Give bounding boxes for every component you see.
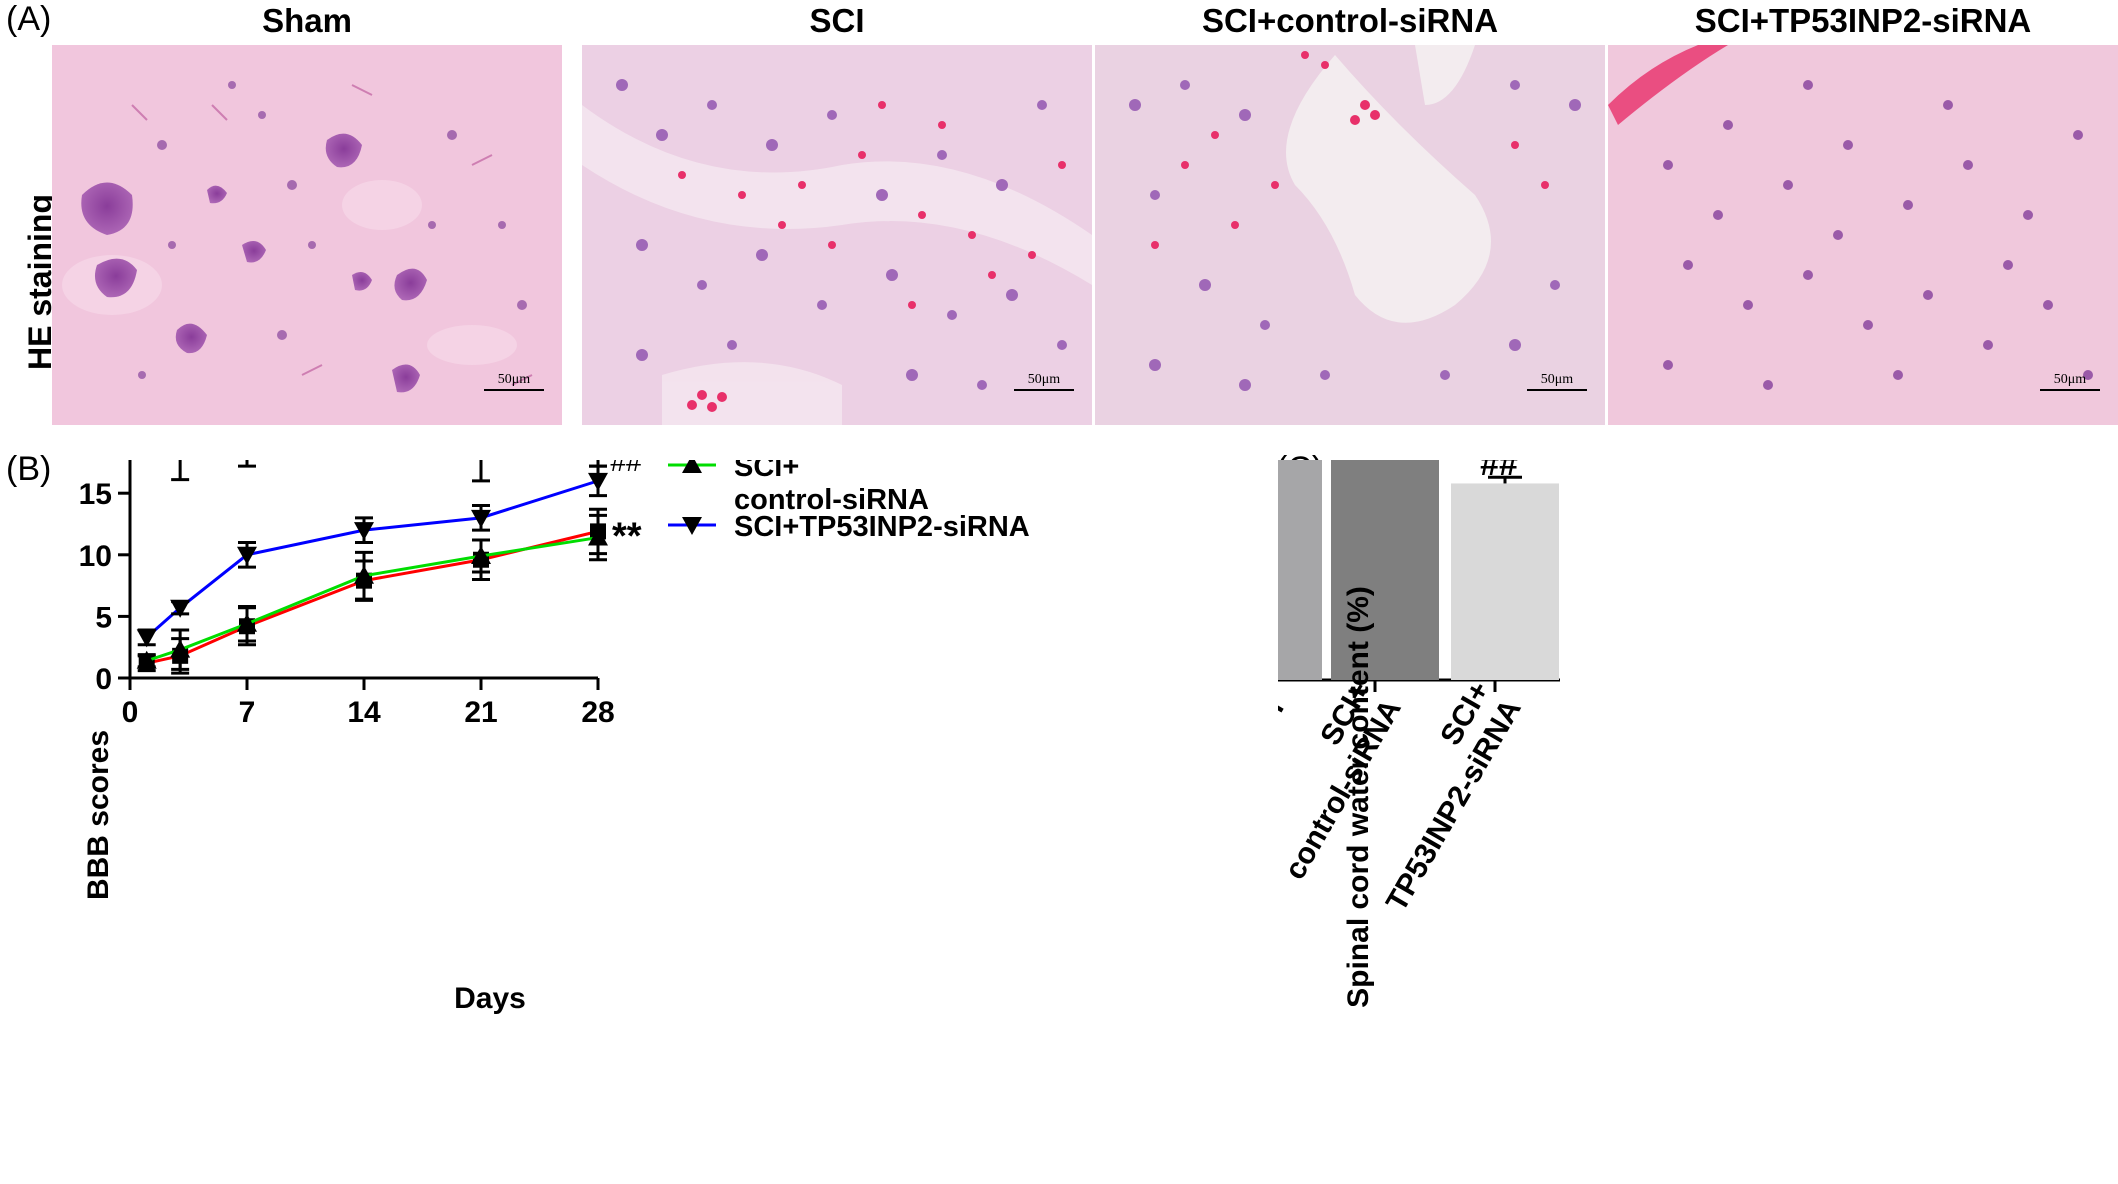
c-bar-3 xyxy=(1451,483,1559,680)
b-point xyxy=(471,509,491,528)
b-point xyxy=(136,629,157,648)
column-title-control: SCI+control-siRNA xyxy=(1201,2,1499,39)
micrograph-control: 50μm xyxy=(1095,45,1605,425)
b-legend-marker-2 xyxy=(682,460,702,473)
c-y-axis-label: Spinal cord water content (%) xyxy=(1342,586,1375,1008)
scale-label-tp53: 50μm xyxy=(2054,372,2087,387)
bbb-line-chart: 051015202507142128 ShamSCISCI+control-si… xyxy=(79,460,1030,1015)
column-title-sham: Sham xyxy=(262,2,352,39)
b-legend-label-2: control-siRNA xyxy=(734,484,929,516)
water-content-bar-chart: 020406080100ShamSCISCI+control-siRNASCI+… xyxy=(1278,460,1560,1008)
b-annotation-star: ** xyxy=(612,516,642,558)
b-x-tick-label: 21 xyxy=(464,696,497,729)
b-annotation-hash: ## xyxy=(610,460,642,477)
panel-a-letter: (A) xyxy=(6,0,52,38)
b-point xyxy=(588,527,608,546)
b-x-tick-label: 0 xyxy=(122,696,139,729)
panel-b-letter: (B) xyxy=(6,450,52,488)
b-legend-label-2: SCI+ xyxy=(734,460,799,483)
b-y-tick-label: 5 xyxy=(95,601,112,634)
b-legend-label-3: SCI+TP53INP2-siRNA xyxy=(734,511,1030,543)
b-point xyxy=(588,472,608,491)
b-point xyxy=(170,599,191,618)
b-x-tick-label: 14 xyxy=(347,696,381,729)
micrograph-sci: 50μm xyxy=(582,45,1092,425)
b-y-tick-label: 0 xyxy=(95,663,112,696)
micrograph-sham: 50μm xyxy=(52,45,562,425)
scale-label-sci: 50μm xyxy=(1028,372,1061,387)
micrograph-tp53: 50μm xyxy=(1608,45,2118,425)
b-y-tick-label: 15 xyxy=(79,478,112,511)
b-point xyxy=(237,546,257,565)
b-point xyxy=(170,639,191,658)
c-bar-1 xyxy=(1278,460,1322,680)
b-point xyxy=(471,546,491,565)
c-x-tick-label-1: SCI xyxy=(1278,694,1291,754)
b-y-axis-label: BBB scores xyxy=(82,730,115,900)
b-point xyxy=(237,613,257,632)
b-x-axis-label: Days xyxy=(454,982,526,1015)
scale-label-sham: 50μm xyxy=(498,372,531,387)
b-x-tick-label: 28 xyxy=(581,696,614,729)
column-title-sci: SCI xyxy=(809,2,865,39)
b-y-tick-label: 10 xyxy=(79,540,112,573)
scale-label-control: 50μm xyxy=(1541,372,1574,387)
b-point xyxy=(354,522,374,541)
b-point xyxy=(354,565,374,584)
c-bar-2 xyxy=(1331,460,1439,680)
b-series-line-3 xyxy=(145,479,599,639)
b-legend-marker-3 xyxy=(682,517,702,535)
column-title-tp53: SCI+TP53INP2-siRNA xyxy=(1694,2,2032,39)
b-x-tick-label: 7 xyxy=(239,696,256,729)
b-point xyxy=(136,650,157,669)
c-x-label-line: SCI xyxy=(1278,694,1291,754)
c-annotation-3: ## xyxy=(1480,460,1518,483)
